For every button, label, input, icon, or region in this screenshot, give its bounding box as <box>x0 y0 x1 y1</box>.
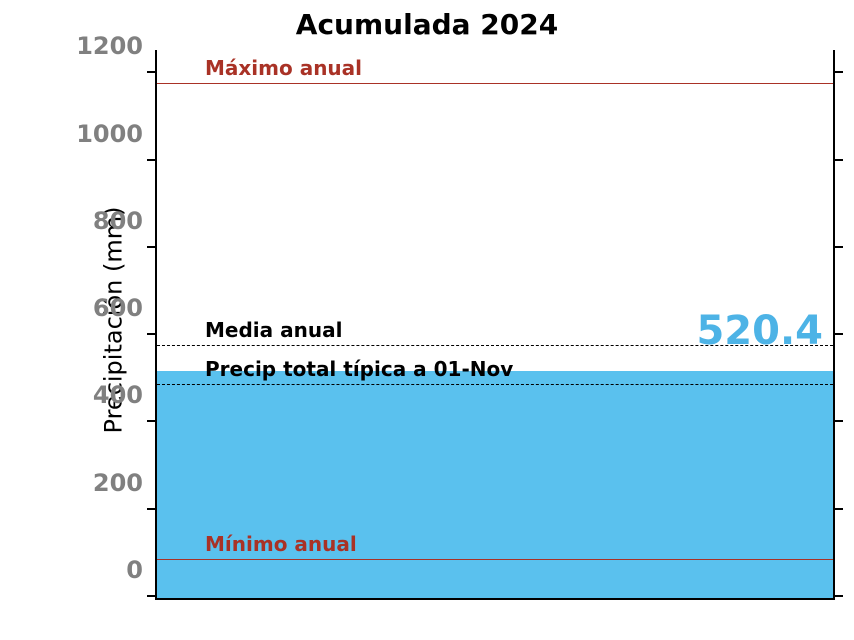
y-tick <box>147 71 157 73</box>
y-tick-label: 1000 <box>76 120 143 148</box>
y-tick <box>147 420 157 422</box>
plot-area: 020040060080010001200Máximo anualMedia a… <box>155 50 835 600</box>
precip-fill-area <box>157 371 833 598</box>
y-tick <box>147 333 157 335</box>
y-tick-right <box>833 159 843 161</box>
ref-label-media: Media anual <box>205 318 342 342</box>
y-tick-label: 200 <box>93 469 143 497</box>
y-tick-right <box>833 508 843 510</box>
y-tick-right <box>833 595 843 597</box>
y-tick-label: 0 <box>126 556 143 584</box>
ref-label-typical: Precip total típica a 01-Nov <box>205 357 513 381</box>
y-tick-label: 800 <box>93 207 143 235</box>
y-tick <box>147 508 157 510</box>
current-value-label: 520.4 <box>696 308 823 354</box>
ref-line-max <box>157 83 833 84</box>
y-tick-label: 600 <box>93 294 143 322</box>
y-tick-right <box>833 333 843 335</box>
y-tick <box>147 246 157 248</box>
ref-label-max: Máximo anual <box>205 56 362 80</box>
y-tick-right <box>833 420 843 422</box>
ref-line-min <box>157 559 833 560</box>
ref-line-typical <box>157 384 833 385</box>
y-tick-label: 400 <box>93 381 143 409</box>
y-tick-right <box>833 71 843 73</box>
ref-label-min: Mínimo anual <box>205 532 357 556</box>
y-tick-label: 1200 <box>76 32 143 60</box>
y-tick <box>147 159 157 161</box>
y-tick <box>147 595 157 597</box>
y-tick-right <box>833 246 843 248</box>
